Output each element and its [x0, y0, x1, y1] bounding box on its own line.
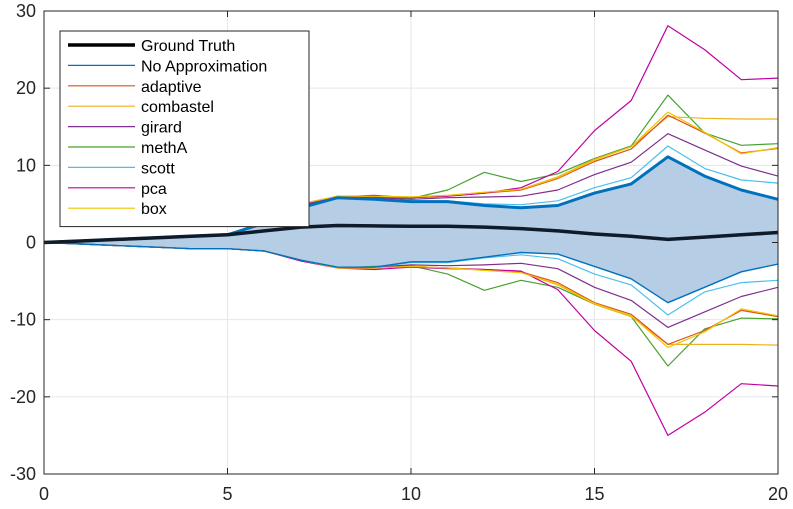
- series-ground-truth: [43, 223, 779, 245]
- x-tick-label: 15: [584, 484, 604, 504]
- y-tick-label: -30: [10, 464, 36, 484]
- legend-label-scott: scott: [141, 160, 175, 177]
- legend-label-ground-truth: Ground Truth: [141, 38, 235, 55]
- x-tick-label: 0: [39, 484, 49, 504]
- x-tick-label: 20: [768, 484, 788, 504]
- legend-label-box: box: [141, 201, 167, 218]
- x-tick-label: 10: [401, 484, 421, 504]
- legend: Ground Truth No Approximation adaptive comb…: [59, 30, 310, 228]
- legend-label-metha: methA: [141, 140, 188, 157]
- series-layer: [43, 25, 779, 436]
- y-tick-label: 0: [26, 233, 36, 253]
- legend-label-adaptive: adaptive: [141, 79, 202, 96]
- legend-label-pca: pca: [141, 181, 167, 198]
- y-tick-label: 10: [16, 155, 36, 175]
- y-tick-label: 30: [16, 1, 36, 21]
- y-tick-label: -20: [10, 387, 36, 407]
- y-tick-label: -10: [10, 310, 36, 330]
- legend-label-combastel: combastel: [141, 99, 214, 116]
- legend-label-no-approximation: No Approximation: [141, 58, 267, 75]
- legend-label-girard: girard: [141, 120, 182, 137]
- y-tick-label: 20: [16, 78, 36, 98]
- series-no-approximation-lower: [43, 241, 779, 304]
- x-tick-label: 5: [222, 484, 232, 504]
- ticks: 0 5 10 15 20 -30 -20 -10 0 10 20 30: [10, 1, 788, 504]
- legend-box: [59, 30, 310, 228]
